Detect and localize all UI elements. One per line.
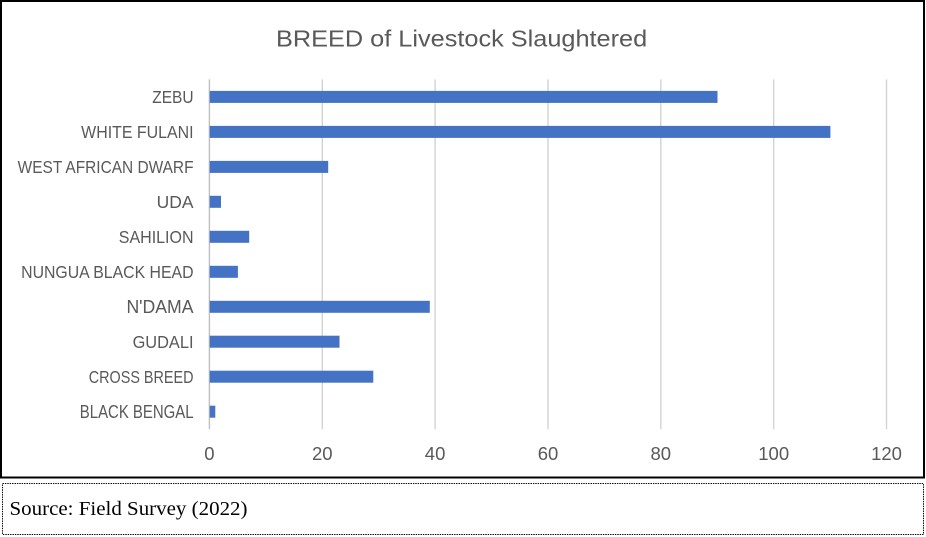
svg-text:WHITE FULANI: WHITE FULANI <box>81 122 193 142</box>
svg-text:BLACK BENGAL: BLACK BENGAL <box>80 401 194 422</box>
svg-text:ZEBU: ZEBU <box>152 87 193 107</box>
svg-text:SAHILION: SAHILION <box>119 227 194 247</box>
svg-text:80: 80 <box>651 443 672 464</box>
svg-text:20: 20 <box>312 443 333 464</box>
svg-text:NUNGUA BLACK HEAD: NUNGUA BLACK HEAD <box>21 262 193 282</box>
svg-text:Source: Field Survey (2022): Source: Field Survey (2022) <box>10 498 248 520</box>
svg-text:0: 0 <box>204 443 214 464</box>
svg-text:120: 120 <box>871 443 902 464</box>
svg-text:UDA: UDA <box>157 192 194 212</box>
svg-text:100: 100 <box>758 443 789 464</box>
svg-text:WEST AFRICAN DWARF: WEST AFRICAN DWARF <box>18 157 194 177</box>
svg-text:N'DAMA: N'DAMA <box>126 297 193 317</box>
svg-text:60: 60 <box>538 443 559 464</box>
svg-text:GUDALI: GUDALI <box>133 331 194 352</box>
svg-text:CROSS BREED: CROSS BREED <box>89 367 194 387</box>
svg-text:BREED of Livestock Slaughtered: BREED of Livestock Slaughtered <box>276 26 647 52</box>
svg-text:40: 40 <box>425 443 446 464</box>
